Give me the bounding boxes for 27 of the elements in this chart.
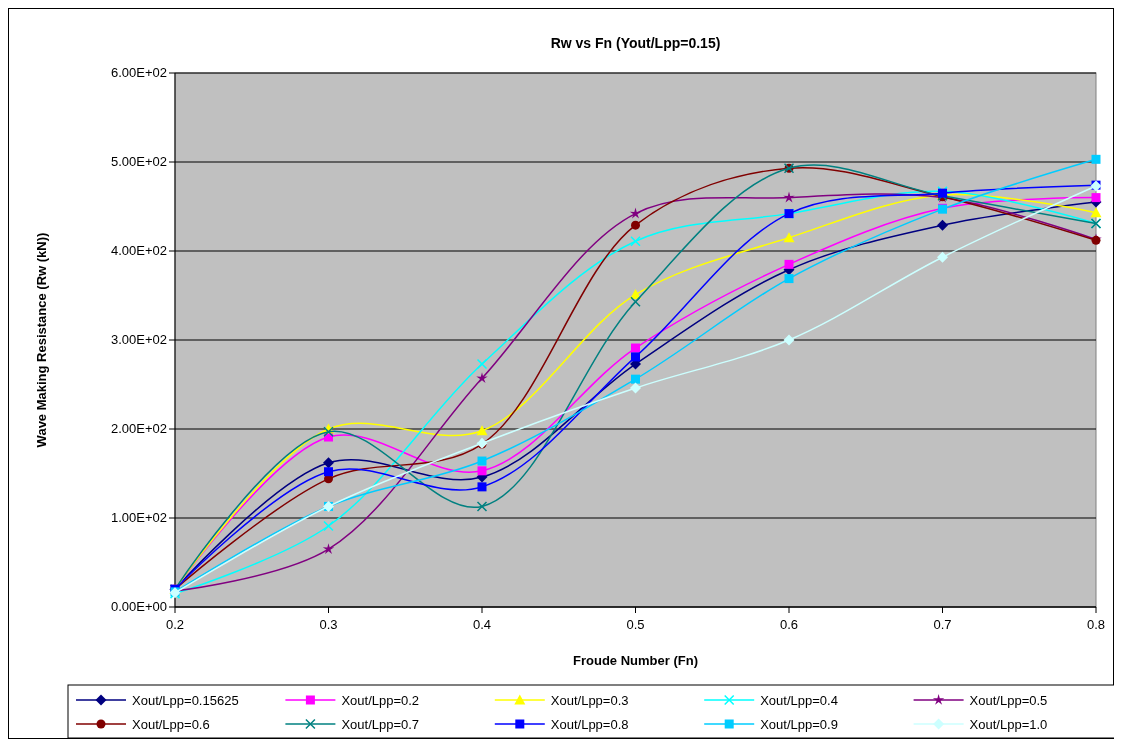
legend-label: Xout/Lpp=0.7: [341, 717, 420, 732]
legend-label: Xout/Lpp=0.5: [969, 693, 1048, 708]
legend-label: Xout/Lpp=0.6: [132, 717, 210, 732]
legend-label: Xout/Lpp=0.8: [550, 717, 629, 732]
x-tick-label: 0.2: [165, 617, 185, 632]
x-tick-label: 0.6: [779, 617, 799, 632]
chart-title: Rw vs Fn (Yout/Lpp=0.15): [550, 35, 721, 51]
x-tick-label: 0.7: [933, 617, 952, 632]
x-tick-label: 0.3: [319, 617, 338, 632]
y-tick-label: 5.00E+02: [110, 154, 167, 169]
y-tick-label: 6.00E+02: [110, 65, 167, 80]
y-tick-label: 3.00E+02: [110, 332, 167, 347]
x-tick-label: 0.5: [626, 617, 645, 632]
y-axis-title: Wave Making Resistance (Rw (kN)): [34, 232, 49, 448]
x-tick-label: 0.8: [1086, 617, 1106, 632]
legend-label: Xout/Lpp=0.4: [760, 693, 838, 708]
x-axis-title: Froude Number (Fn): [573, 653, 698, 668]
legend-label: Xout/Lpp=0.15625: [132, 693, 239, 708]
legend-label: Xout/Lpp=1.0: [969, 717, 1048, 732]
y-tick-label: 1.00E+02: [110, 510, 167, 525]
x-tick-label: 0.4: [472, 617, 492, 632]
y-tick-label: 0.00E+00: [110, 599, 167, 614]
legend-label: Xout/Lpp=0.3: [550, 693, 629, 708]
y-tick-label: 2.00E+02: [110, 421, 167, 436]
legend-label: Xout/Lpp=0.9: [760, 717, 838, 732]
legend-label: Xout/Lpp=0.2: [341, 693, 420, 708]
y-tick-label: 4.00E+02: [110, 243, 167, 258]
